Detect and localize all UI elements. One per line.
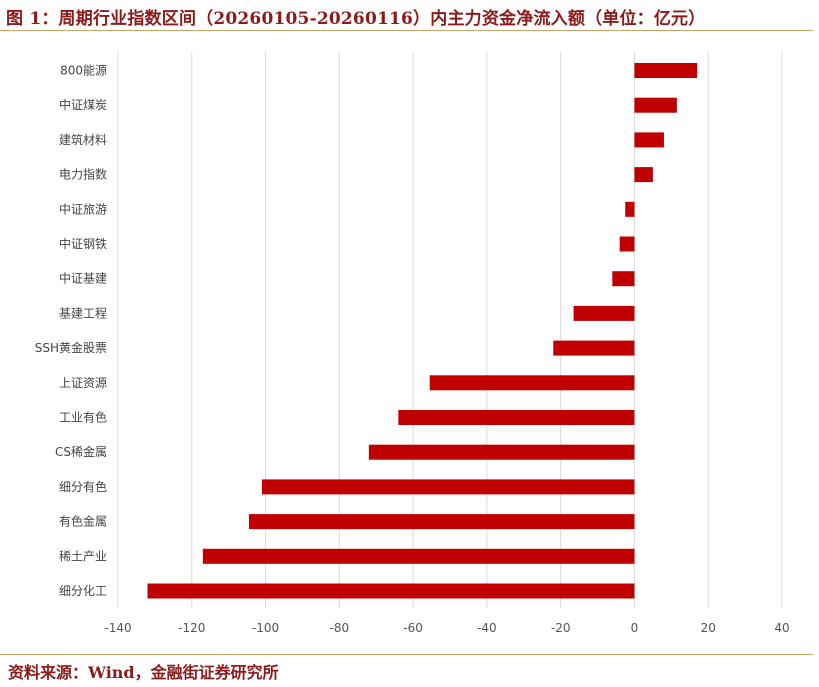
bars bbox=[147, 63, 698, 599]
x-tick-labels: -140 -120 -100 -80 -60 -40 -20 0 20 40 bbox=[104, 621, 789, 635]
category-label: CS稀金属 bbox=[55, 444, 107, 459]
title-divider bbox=[0, 30, 813, 31]
category-label: 工业有色 bbox=[59, 411, 107, 425]
bar bbox=[634, 63, 698, 78]
bar bbox=[368, 444, 635, 460]
bar bbox=[634, 97, 677, 113]
bar bbox=[202, 548, 635, 564]
category-label: SSH黄金股票 bbox=[35, 340, 107, 355]
bar bbox=[634, 132, 664, 148]
category-label: 中证煤炭 bbox=[59, 97, 107, 112]
bar bbox=[573, 305, 635, 321]
category-label: 中证旅游 bbox=[59, 201, 107, 216]
bar bbox=[553, 340, 635, 356]
bar bbox=[147, 583, 635, 599]
category-label: 有色金属 bbox=[59, 514, 107, 529]
category-label: 建筑材料 bbox=[59, 132, 107, 147]
x-tick-label: 0 bbox=[631, 621, 639, 635]
x-tick-label: -80 bbox=[330, 621, 350, 635]
category-label: 电力指数 bbox=[59, 167, 107, 182]
category-label: 细分有色 bbox=[59, 480, 107, 494]
bar bbox=[619, 236, 635, 252]
x-tick-label: -60 bbox=[403, 621, 423, 635]
bar bbox=[398, 410, 635, 425]
bar bbox=[261, 479, 635, 495]
source-divider bbox=[0, 654, 813, 655]
bar bbox=[248, 514, 635, 530]
category-label: 基建工程 bbox=[59, 305, 107, 320]
x-tick-label: -140 bbox=[104, 621, 131, 635]
category-label: 中证钢铁 bbox=[59, 236, 107, 251]
x-tick-label: 20 bbox=[701, 621, 716, 635]
figure-title: 图 1：周期行业指数区间（20260105-20260116）内主力资金净流入额… bbox=[6, 9, 706, 29]
x-tick-label: -40 bbox=[477, 621, 497, 635]
category-label: 稀土产业 bbox=[59, 549, 107, 563]
bar bbox=[612, 271, 635, 287]
x-tick-label: -20 bbox=[551, 621, 571, 635]
x-tick-label: -120 bbox=[178, 621, 205, 635]
category-label: 上证资源 bbox=[59, 376, 107, 390]
bar bbox=[634, 167, 653, 183]
bar bbox=[625, 201, 635, 217]
x-tick-label: -100 bbox=[252, 621, 279, 635]
x-tick-label: 40 bbox=[774, 621, 789, 635]
category-label: 800能源 bbox=[60, 64, 107, 78]
category-label: 细分化工 bbox=[59, 584, 107, 598]
bar bbox=[429, 375, 635, 391]
category-label: 中证基建 bbox=[59, 271, 107, 286]
source-note: 资料来源：Wind，金融街证券研究所 bbox=[8, 663, 279, 682]
